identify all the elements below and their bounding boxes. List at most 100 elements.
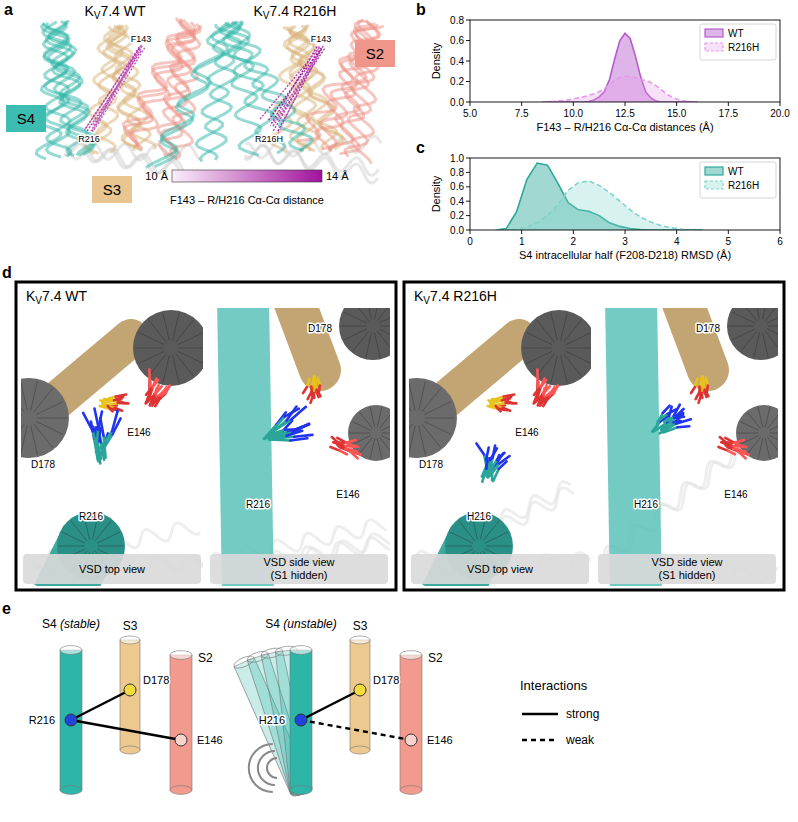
colorbar-tick-label: 10 Å xyxy=(145,170,168,182)
residue-label: D178 xyxy=(308,323,332,334)
helix-hatch xyxy=(31,381,38,410)
helix-hatch xyxy=(21,381,27,410)
helix-hatch xyxy=(409,421,410,434)
cylinder-body xyxy=(60,650,82,790)
residue-label: E146 xyxy=(127,427,151,438)
helix-hatch xyxy=(409,388,412,411)
x-tick-label: 1 xyxy=(519,236,525,247)
helix-label: S4 xyxy=(17,110,35,127)
residue-label: F143 xyxy=(131,34,152,44)
residue-stick xyxy=(675,413,683,418)
helix-hatch xyxy=(526,351,552,363)
cylinder xyxy=(246,649,313,797)
title-part: S4 xyxy=(42,617,60,631)
residue-dot xyxy=(405,734,417,746)
residue-dot xyxy=(354,684,366,696)
interaction-line xyxy=(301,720,411,740)
legend-label: strong xyxy=(566,707,599,721)
residue-stick xyxy=(317,390,321,397)
view-caption: VSD side view xyxy=(264,556,335,568)
cylinder xyxy=(170,651,192,795)
residue-stick xyxy=(537,387,540,397)
x-tick-label: 2 xyxy=(571,236,577,247)
residue-stick xyxy=(340,451,347,455)
x-tick xyxy=(728,102,729,106)
residue-stick xyxy=(270,420,286,433)
helix-hatch xyxy=(36,402,63,415)
y-tick-label: 0.8 xyxy=(450,167,464,178)
helix-hatch xyxy=(97,532,120,543)
view-render xyxy=(409,308,591,586)
scheme-title: S4 (unstable) xyxy=(265,617,336,631)
residue-stick xyxy=(117,400,125,403)
distance-line xyxy=(94,49,141,129)
helix-tag xyxy=(92,176,132,203)
y-tick-label: 0.8 xyxy=(450,15,464,26)
residue-stick xyxy=(112,411,118,432)
density-curve xyxy=(542,33,697,102)
residue-stick xyxy=(550,387,555,396)
y-tick xyxy=(466,81,470,82)
cylinder-bottom xyxy=(290,786,312,795)
residue-stick xyxy=(101,442,104,460)
residue-stick xyxy=(490,448,497,460)
helix-hatch xyxy=(409,426,415,455)
x-axis-title: F143 – R/H216 Cα-Cα distances (Å) xyxy=(536,121,713,133)
residue-label: E146 xyxy=(427,734,453,746)
helix-hatch xyxy=(561,355,567,383)
helix-hatch xyxy=(21,424,24,447)
residue-label: F143 xyxy=(311,34,332,44)
helix-hatch xyxy=(71,521,87,541)
residue-stick xyxy=(290,438,307,440)
cylinder-top xyxy=(290,646,312,655)
helix-hatch xyxy=(770,433,778,434)
residue-stick xyxy=(698,387,701,396)
residue-stick xyxy=(148,369,151,380)
y-tick-label: 0.2 xyxy=(450,76,464,87)
residue-stick xyxy=(287,407,297,421)
panel-letter: e xyxy=(2,600,11,617)
helix-hatch xyxy=(341,326,367,327)
helix-hatch xyxy=(422,424,441,447)
y-tick xyxy=(466,102,470,103)
distance-line xyxy=(85,47,139,130)
colorbar-title: F143 – R/H216 Cα-Cα distance xyxy=(170,194,324,206)
y-tick xyxy=(466,20,470,21)
helix-hatch xyxy=(765,331,778,351)
view-caption: (S1 hidden) xyxy=(659,569,716,581)
chart: 01234560.00.20.40.60.81.0S4 intracellula… xyxy=(430,153,783,262)
y-tick xyxy=(466,186,470,187)
title-part: 7.4 R216H xyxy=(430,288,497,304)
residue-stick xyxy=(108,406,113,412)
y-tick-label: 0.4 xyxy=(450,196,464,207)
x-tick xyxy=(676,230,677,234)
helix-hatch xyxy=(34,424,53,447)
y-axis-title: Density xyxy=(430,42,442,79)
x-tick-label: 17.5 xyxy=(719,108,739,119)
residue-stick xyxy=(702,381,705,390)
residue-stick xyxy=(718,447,727,451)
density-curve xyxy=(496,181,703,230)
legend-label: R216H xyxy=(728,180,759,191)
helix-hatch xyxy=(419,381,426,410)
plot-area xyxy=(496,163,703,230)
residue-stick xyxy=(496,406,501,412)
residue-stick xyxy=(162,387,167,396)
y-axis-title: Density xyxy=(430,175,442,212)
cylinder-top xyxy=(400,651,422,660)
residue-stick xyxy=(733,449,740,450)
density-curve xyxy=(542,76,697,102)
view-caption: VSD top view xyxy=(467,563,533,575)
helix-hatch xyxy=(178,332,203,344)
helix-hatch xyxy=(763,333,769,358)
cylinder-bottom xyxy=(400,786,422,795)
y-tick xyxy=(466,215,470,216)
residue-stick xyxy=(733,445,742,448)
interaction-line xyxy=(71,720,181,740)
helix-hatch xyxy=(135,348,164,349)
residue-stick xyxy=(505,400,513,403)
residue-stick xyxy=(98,411,102,429)
y-tick xyxy=(466,172,470,173)
helix-hatch xyxy=(551,355,557,383)
residue-stick xyxy=(346,440,356,443)
